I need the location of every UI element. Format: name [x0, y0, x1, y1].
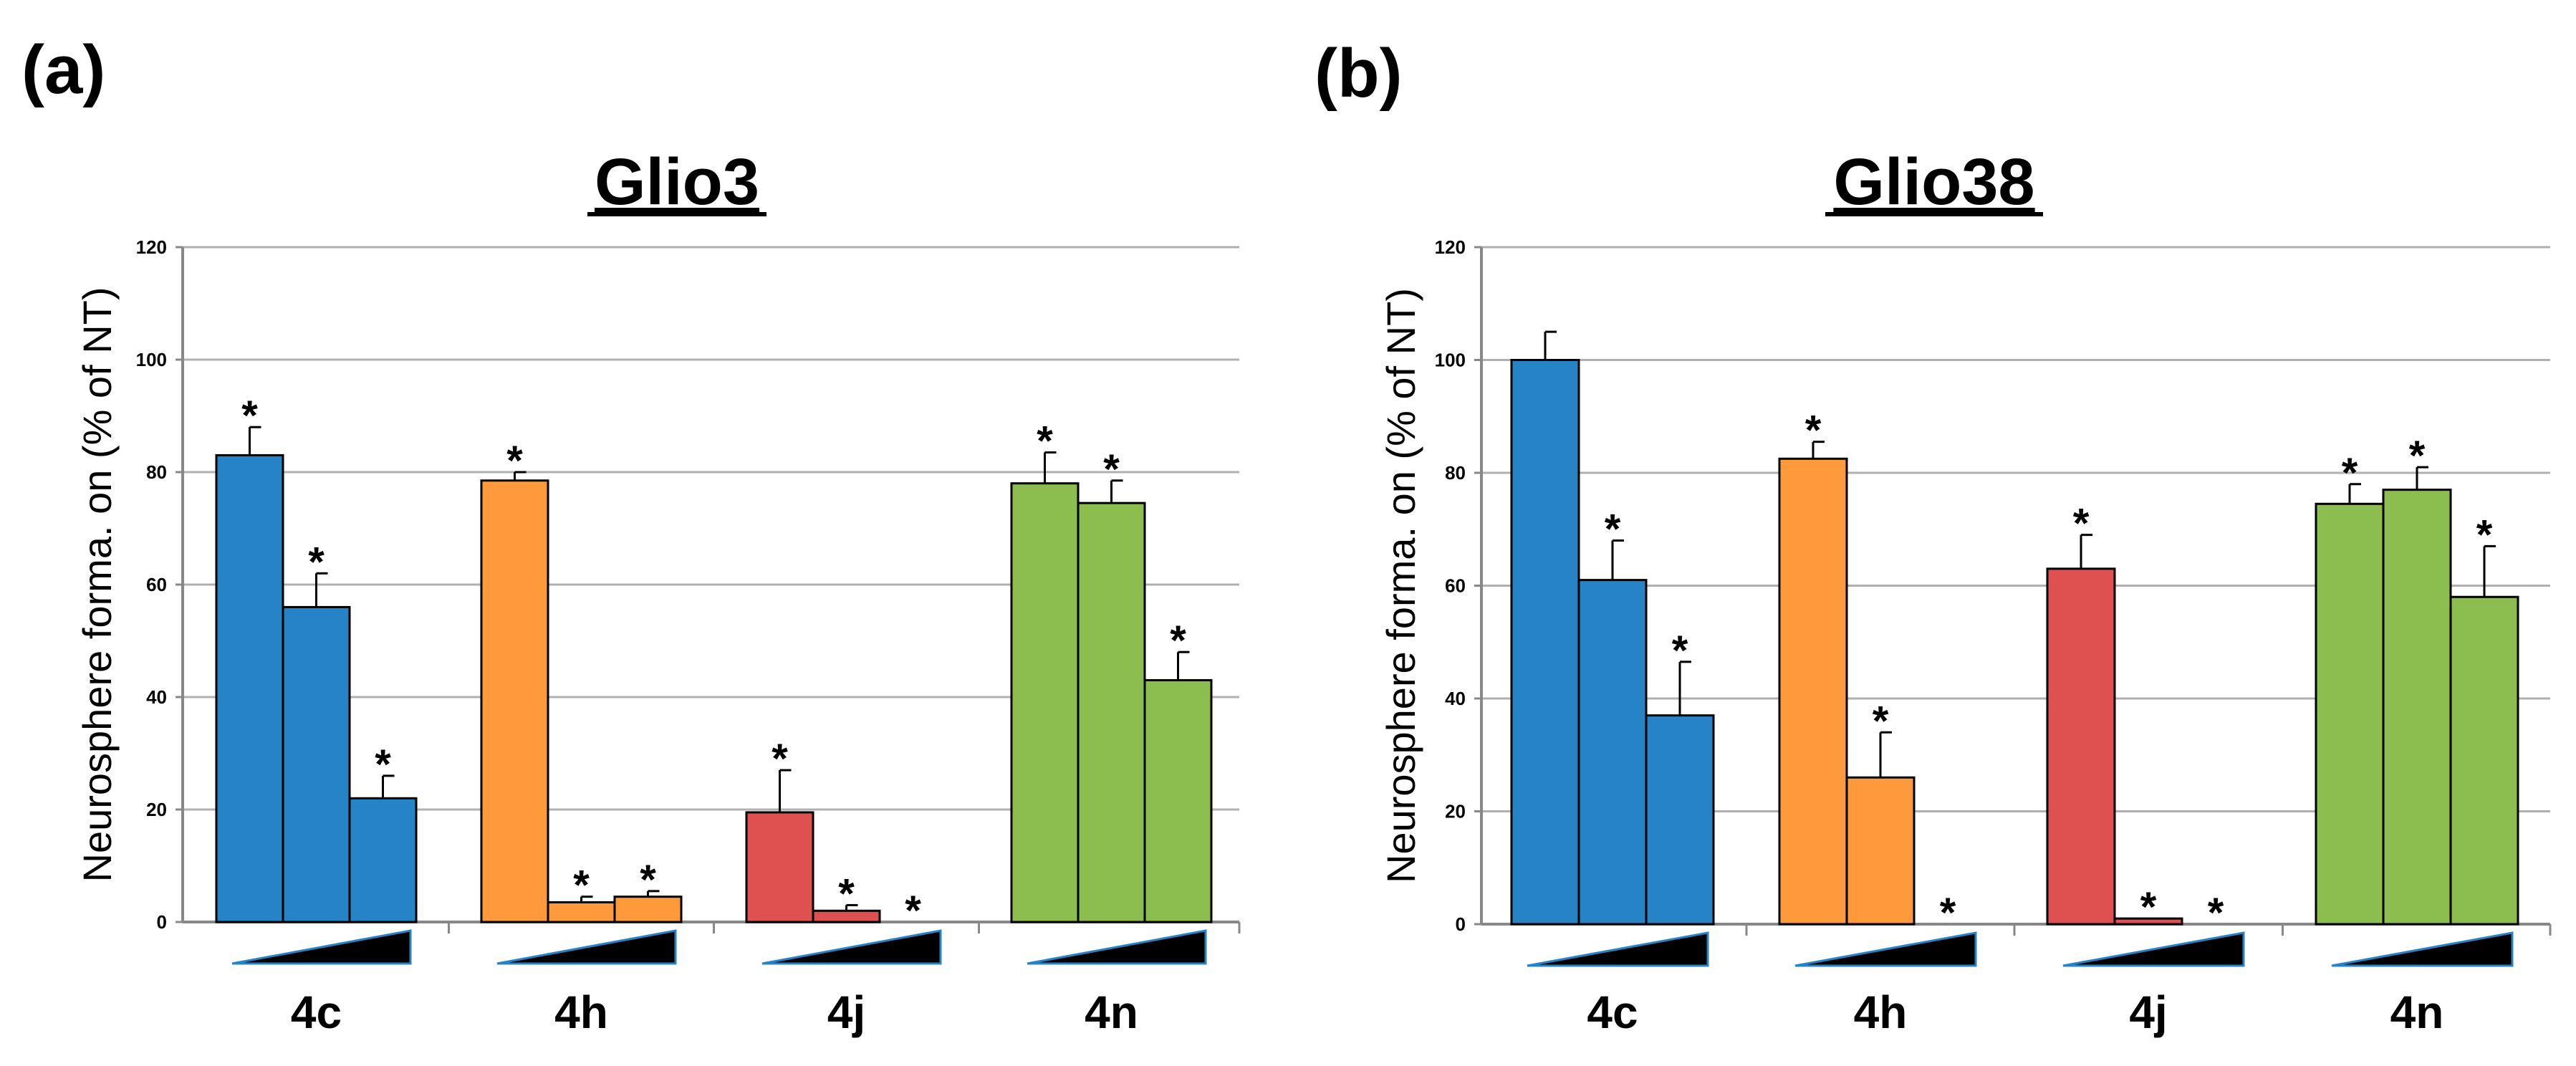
significance-star: * — [1170, 618, 1186, 664]
bar-4c-2 — [282, 605, 351, 923]
significance-star: * — [1037, 418, 1053, 465]
y-tick-label: 120 — [1435, 236, 1466, 258]
y-tick-label: 100 — [136, 349, 167, 370]
bar-4j-1 — [2046, 567, 2116, 926]
dose-gradient-triangle — [761, 929, 942, 965]
y-tick-label: 40 — [1445, 688, 1466, 709]
bar-4c-1 — [215, 453, 284, 923]
significance-star: * — [2342, 450, 2358, 496]
bar-4h-2 — [547, 901, 616, 923]
significance-star: * — [1672, 628, 1688, 674]
significance-star: * — [1805, 408, 1822, 454]
category-label-4n: 4n — [1085, 986, 1138, 1038]
significance-star: * — [1940, 890, 1956, 936]
category-label-4h: 4h — [1854, 986, 1908, 1038]
category-label-4n: 4n — [2390, 986, 2444, 1038]
y-tick-label: 100 — [1435, 350, 1466, 371]
y-tick-label: 60 — [1445, 575, 1466, 597]
bar-4n-2 — [1077, 501, 1146, 923]
significance-star: * — [1873, 698, 1889, 744]
y-axis-label: Neurosphere forma. on (% of NT) — [75, 287, 120, 883]
category-label-4c: 4c — [291, 986, 342, 1038]
significance-star: * — [573, 863, 590, 909]
bar-4n-3 — [2449, 595, 2519, 926]
y-tick-label: 80 — [1445, 462, 1466, 484]
chart-title: Glio38 — [1833, 145, 2034, 219]
panel-a: (a) Glio3 0 20 40 60 80 100 120 Neurosphere forma… — [21, 32, 1241, 1038]
significance-star: * — [1103, 446, 1120, 493]
dose-gradient-triangle — [231, 929, 412, 965]
significance-star: * — [2140, 884, 2157, 931]
dose-gradient-triangle — [2331, 931, 2514, 967]
significance-star: * — [772, 736, 788, 782]
y-tick-label: 20 — [1445, 801, 1466, 822]
category-label-4c: 4c — [1587, 986, 1638, 1038]
bar-4c-1 — [1510, 359, 1580, 926]
bar-4n-2 — [2382, 489, 2452, 926]
y-tick-label: 60 — [146, 574, 167, 595]
panel-b: (b) Glio38 0 20 40 60 80 100 120 Neurosphere form… — [1315, 35, 2552, 1038]
panel-label: (b) — [1315, 35, 1403, 112]
y-tick-label: 0 — [157, 911, 167, 933]
panel-label: (a) — [21, 32, 105, 108]
y-axis-label: Neurosphere forma. on (% of NT) — [1378, 288, 1423, 883]
significance-star: * — [506, 438, 523, 484]
bar-4c-3 — [348, 797, 418, 923]
bar-4h-2 — [1845, 776, 1916, 926]
dose-gradient-triangle — [2062, 931, 2245, 967]
significance-star: * — [241, 393, 258, 439]
y-tick-label: 0 — [1456, 913, 1466, 935]
bar-4c-2 — [1577, 579, 1648, 926]
bar-4h-1 — [1778, 457, 1848, 926]
bar-4n-3 — [1143, 678, 1213, 923]
significance-star: * — [1605, 506, 1621, 553]
bar-4h-3 — [613, 895, 683, 923]
significance-star: * — [640, 857, 656, 903]
significance-star: * — [838, 870, 855, 917]
bar-4c-3 — [1645, 714, 1715, 926]
y-tick-label: 120 — [136, 236, 167, 258]
dose-gradient-triangle — [1027, 929, 1207, 965]
significance-star: * — [308, 539, 325, 585]
significance-star: * — [2208, 890, 2224, 936]
significance-star: * — [2476, 512, 2493, 558]
bar-4n-1 — [2315, 502, 2385, 926]
dose-gradient-triangle — [496, 929, 677, 965]
category-label-4j: 4j — [2129, 986, 2167, 1038]
y-tick-label: 40 — [146, 686, 167, 708]
category-label-4j: 4j — [827, 986, 865, 1038]
significance-star: * — [2073, 501, 2090, 547]
category-label-4h: 4h — [554, 986, 608, 1038]
chart-title: Glio3 — [595, 145, 759, 219]
y-tick-label: 80 — [146, 461, 167, 483]
dose-gradient-triangle — [1527, 931, 1709, 967]
significance-star: * — [375, 741, 391, 788]
bar-4h-1 — [480, 479, 549, 923]
significance-star: * — [2409, 433, 2426, 479]
significance-star: * — [905, 888, 921, 934]
bar-4j-1 — [745, 811, 814, 923]
dose-gradient-triangle — [1794, 931, 1977, 967]
bar-4n-1 — [1010, 482, 1080, 923]
y-tick-label: 20 — [146, 799, 167, 820]
bar-4j-2 — [2113, 917, 2183, 926]
